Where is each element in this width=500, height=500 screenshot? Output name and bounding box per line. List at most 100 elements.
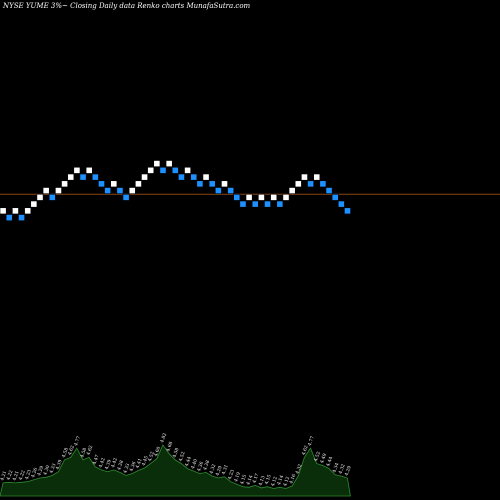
volume-value-label: 4.15 (264, 474, 273, 486)
renko-brick-down (233, 193, 241, 201)
volume-value-label: 4.22 (18, 469, 27, 481)
volume-value-label: 4.62 (301, 445, 310, 457)
renko-brick-down (208, 180, 216, 188)
volume-value-label: 4.19 (233, 471, 242, 483)
renko-brick-up (221, 180, 228, 188)
volume-value-label: 4.58 (171, 447, 180, 459)
renko-brick-down (239, 200, 247, 208)
renko-brick-up (67, 173, 75, 181)
renko-brick-down (319, 180, 327, 188)
renko-brick-up (184, 166, 191, 174)
volume-value-label: 4.77 (73, 435, 82, 447)
volume-value-label: 4.49 (319, 453, 328, 465)
volume-value-label: 4.14 (245, 474, 254, 486)
volume-value-label: 4.36 (196, 461, 205, 473)
volume-value-label: 4.38 (116, 459, 125, 471)
renko-brick-up (245, 193, 253, 201)
volume-value-label: 4.30 (42, 464, 51, 476)
renko-brick-up (141, 173, 148, 181)
renko-brick-up (301, 173, 308, 181)
volume-value-label: 4.41 (135, 458, 144, 470)
renko-brick-up (128, 187, 136, 194)
volume-value-label: 4.12 (270, 476, 279, 488)
renko-brick-down (79, 173, 87, 181)
renko-brick-up (42, 187, 50, 194)
volume-value-label: 4.52 (178, 451, 187, 463)
volume-value-label: 4.33 (122, 463, 131, 475)
renko-brick-up (0, 207, 7, 215)
renko-brick-down (190, 173, 198, 181)
volume-value-label: 4.40 (190, 458, 199, 470)
volume-value-label: 4.42 (98, 457, 107, 469)
volume-value-label: 4.13 (258, 475, 267, 487)
renko-brick-up (73, 166, 81, 174)
chart-title: NYSE YUME 3%~ Closing Daily data Renko c… (2, 2, 251, 10)
volume-value-label: 4.21 (0, 470, 8, 482)
volume-value-label: 4.47 (91, 454, 100, 466)
volume-value-label: 4.60 (153, 446, 162, 458)
volume-value-label: 4.14 (276, 474, 285, 486)
renko-brick-down (307, 180, 314, 188)
volume-value-label: 4.52 (147, 451, 156, 463)
renko-brick-down (264, 200, 271, 208)
volume-value-label: 4.26 (30, 467, 39, 479)
volume-value-label: 4.58 (79, 447, 88, 459)
volume-value-label: 4.32 (337, 463, 346, 475)
renko-brick-down (344, 207, 351, 215)
renko-brick-down (178, 173, 185, 181)
renko-brick-down (227, 187, 235, 194)
renko-brick-down (196, 180, 204, 188)
renko-brick-up (282, 193, 290, 201)
renko-brick-up (36, 193, 44, 201)
renko-brick-down (116, 187, 124, 194)
volume-value-label: 4.68 (165, 441, 174, 453)
volume-value-label: 4.21 (12, 470, 21, 482)
volume-value-label: 4.32 (208, 463, 217, 475)
volume-value-label: 4.33 (48, 463, 57, 475)
renko-brick-up (202, 173, 210, 181)
volume-value-label: 4.62 (67, 445, 76, 457)
renko-brick-down (48, 193, 56, 201)
renko-brick-down (91, 173, 99, 181)
renko-brick-up (147, 166, 155, 174)
renko-brick-down (5, 214, 13, 221)
volume-value-label: 4.29 (214, 465, 223, 477)
volume-value-label: 4.22 (5, 469, 14, 481)
renko-brick-down (214, 187, 222, 194)
volume-value-label: 4.44 (184, 456, 193, 468)
volume-value-label: 4.31 (221, 464, 230, 476)
volume-value-label: 4.39 (55, 459, 64, 471)
volume-value-label: 4.32 (294, 463, 303, 475)
volume-value-label: 4.36 (128, 461, 137, 473)
renko-brick-down (325, 187, 333, 194)
volume-value-label: 4.44 (325, 456, 334, 468)
volume-value-label: 4.77 (307, 435, 316, 447)
volume-area: 4.214.224.214.224.234.264.294.304.334.39… (0, 432, 353, 497)
renko-brick-down (104, 187, 112, 194)
renko-brick-up (313, 173, 321, 181)
volume-value-label: 4.38 (202, 459, 211, 471)
volume-area-path (0, 444, 351, 497)
renko-brick-down (276, 200, 284, 208)
renko-brick-up (85, 166, 93, 174)
renko-brick-down (337, 200, 345, 208)
volume-value-label: 4.16 (288, 473, 297, 485)
renko-brick-up (110, 180, 118, 188)
volume-value-label: 4.34 (331, 462, 340, 474)
renko-brick-up (153, 160, 161, 167)
renko-brick-down (251, 200, 259, 208)
renko-brick-up (270, 193, 278, 201)
renko-brick-up (257, 193, 265, 201)
volume-value-label: 4.58 (61, 447, 70, 459)
volume-value-label: 4.23 (227, 469, 236, 481)
renko-brick-up (12, 207, 19, 215)
renko-brick-up (55, 187, 62, 194)
volume-value-label: 4.45 (141, 455, 150, 467)
renko-bricks (0, 160, 351, 221)
renko-brick-up (61, 180, 68, 188)
renko-brick-up (30, 200, 38, 208)
volume-value-label: 4.23 (24, 469, 33, 481)
renko-brick-down (122, 193, 130, 201)
